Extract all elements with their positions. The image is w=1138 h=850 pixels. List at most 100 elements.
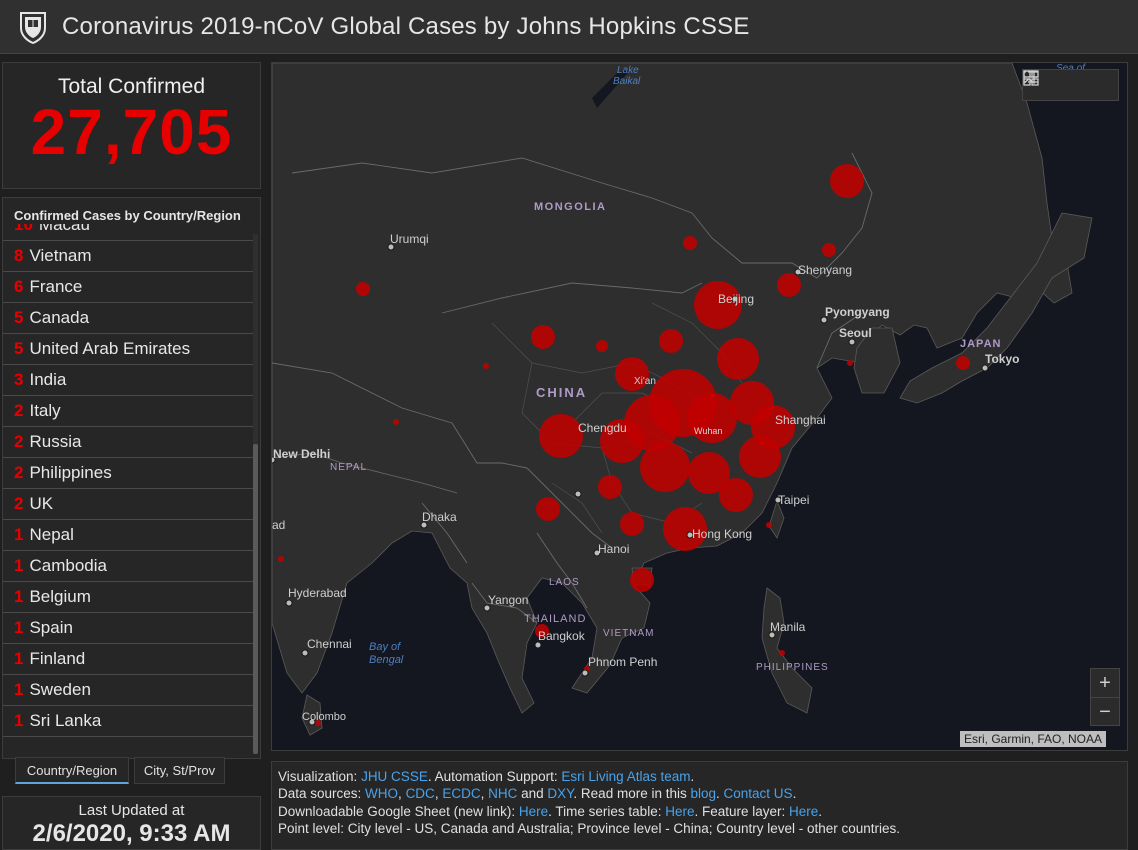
last-updated-label: Last Updated at bbox=[78, 802, 185, 819]
list-scrollbar-thumb[interactable] bbox=[253, 444, 258, 754]
case-bubble[interactable] bbox=[777, 273, 801, 297]
country-list-panel: Confirmed Cases by Country/Region 10 Maca… bbox=[2, 197, 261, 759]
list-item[interactable]: 10 Macau bbox=[3, 224, 255, 241]
country-name: France bbox=[29, 277, 83, 296]
case-count: 6 bbox=[14, 277, 24, 296]
tab-country-region[interactable]: Country/Region bbox=[15, 757, 129, 784]
country-name: United Arab Emirates bbox=[29, 339, 191, 358]
info-text: . bbox=[818, 803, 823, 819]
blog-link[interactable]: blog bbox=[690, 786, 717, 802]
jhu-csse-link[interactable]: JHU CSSE bbox=[361, 769, 428, 784]
label-manila: Manila bbox=[770, 620, 806, 634]
map-view[interactable]: Lake Baikal Sea of MONGOLIA CHINA JAPAN … bbox=[271, 62, 1128, 751]
google-sheet-link[interactable]: Here bbox=[518, 803, 549, 819]
case-bubble[interactable] bbox=[535, 624, 549, 638]
case-bubble[interactable] bbox=[717, 338, 759, 380]
list-item[interactable]: 1 Sri Lanka bbox=[3, 706, 255, 737]
list-item[interactable]: 5 United Arab Emirates bbox=[3, 334, 255, 365]
info-line-sources: Data sources: WHO, CDC, ECDC, NHC and DX… bbox=[278, 785, 1127, 802]
label-laos: LAOS bbox=[549, 577, 580, 588]
list-item[interactable]: 1 Belgium bbox=[3, 582, 255, 613]
label-new-delhi: New Delhi bbox=[273, 447, 330, 461]
tab-city-state-province[interactable]: City, St/Prov bbox=[134, 757, 225, 784]
case-bubble[interactable] bbox=[598, 475, 622, 499]
korean-peninsula bbox=[853, 327, 901, 394]
case-count: 3 bbox=[14, 370, 24, 389]
case-bubble[interactable] bbox=[531, 325, 555, 349]
case-bubble[interactable] bbox=[393, 419, 399, 425]
case-bubble[interactable] bbox=[766, 522, 772, 528]
case-bubble[interactable] bbox=[356, 282, 370, 296]
list-item[interactable]: 2 Italy bbox=[3, 396, 255, 427]
case-bubble[interactable] bbox=[315, 720, 321, 726]
info-text: Visualization: bbox=[278, 769, 362, 784]
list-item[interactable]: 2 UK bbox=[3, 489, 255, 520]
cdc-link[interactable]: CDC bbox=[405, 786, 435, 802]
case-bubble[interactable] bbox=[483, 363, 489, 369]
label-chengdu: Chengdu bbox=[578, 421, 627, 435]
list-item[interactable]: 1 Nepal bbox=[3, 520, 255, 551]
who-link[interactable]: WHO bbox=[365, 786, 399, 802]
case-bubble[interactable] bbox=[536, 497, 560, 521]
case-count: 1 bbox=[14, 587, 24, 606]
case-bubble[interactable] bbox=[822, 243, 836, 257]
case-bubble[interactable] bbox=[278, 556, 284, 562]
list-item[interactable]: 1 Spain bbox=[3, 613, 255, 644]
zoom-out-button[interactable]: − bbox=[1099, 700, 1111, 723]
case-bubble[interactable] bbox=[719, 478, 753, 512]
case-bubble[interactable] bbox=[596, 340, 608, 352]
university-shield-icon bbox=[20, 11, 46, 44]
list-item[interactable]: 1 Cambodia bbox=[3, 551, 255, 582]
list-item[interactable]: 3 India bbox=[3, 365, 255, 396]
time-series-link[interactable]: Here bbox=[665, 803, 695, 819]
case-bubble[interactable] bbox=[663, 507, 707, 551]
map-attribution: Esri, Garmin, FAO, NOAA bbox=[960, 731, 1107, 747]
info-line-point-level: Point level: City level - US, Canada and… bbox=[278, 820, 901, 836]
case-bubble[interactable] bbox=[739, 436, 781, 478]
list-item[interactable]: 6 France bbox=[3, 272, 255, 303]
list-scrollbar[interactable] bbox=[253, 234, 258, 754]
case-bubble[interactable] bbox=[539, 414, 583, 458]
case-bubble[interactable] bbox=[694, 281, 742, 329]
case-bubble[interactable] bbox=[615, 357, 649, 391]
list-item[interactable]: 8 Vietnam bbox=[3, 241, 255, 272]
label-thailand: THAILAND bbox=[524, 613, 586, 625]
info-text: Data sources: bbox=[278, 786, 366, 802]
label-pyongyang: Pyongyang bbox=[825, 305, 890, 319]
case-bubble[interactable] bbox=[688, 452, 730, 494]
info-line-visualization: Visualization: JHU CSSE. Automation Supp… bbox=[278, 768, 1127, 785]
nhc-link[interactable]: NHC bbox=[488, 786, 518, 802]
case-bubble[interactable] bbox=[779, 650, 785, 656]
country-name: Nepal bbox=[29, 525, 74, 544]
list-item[interactable]: 1 Sweden bbox=[3, 675, 255, 706]
ecdc-link[interactable]: ECDC bbox=[442, 786, 481, 802]
map-canvas[interactable]: Lake Baikal Sea of MONGOLIA CHINA JAPAN … bbox=[272, 63, 1128, 751]
dxy-link[interactable]: DXY bbox=[547, 786, 574, 802]
case-bubble[interactable] bbox=[687, 393, 737, 443]
case-bubble[interactable] bbox=[640, 442, 690, 492]
case-bubble[interactable] bbox=[847, 360, 853, 366]
list-item[interactable]: 5 Canada bbox=[3, 303, 255, 334]
country-list-scroll[interactable]: 10 Macau 8 Vietnam 6 France 5 Canada 5 United Ara… bbox=[3, 224, 255, 754]
info-text: . bbox=[716, 786, 724, 802]
label-china: CHINA bbox=[536, 385, 587, 400]
country-name: UK bbox=[29, 494, 54, 513]
list-item[interactable]: 1 Finland bbox=[3, 644, 255, 675]
esri-living-atlas-link[interactable]: Esri Living Atlas team bbox=[561, 769, 691, 784]
zoom-in-button[interactable]: + bbox=[1091, 669, 1119, 698]
case-bubble[interactable] bbox=[956, 356, 970, 370]
contact-us-link[interactable]: Contact US bbox=[723, 786, 793, 802]
label-lake: Lake bbox=[617, 65, 639, 76]
list-item[interactable]: 2 Philippines bbox=[3, 458, 255, 489]
case-bubble[interactable] bbox=[600, 419, 644, 463]
label-bengal: Bengal bbox=[369, 654, 404, 666]
map-toolbar bbox=[1022, 69, 1119, 101]
feature-layer-link[interactable]: Here bbox=[789, 803, 819, 819]
info-text: , bbox=[480, 786, 489, 802]
case-bubble[interactable] bbox=[659, 329, 683, 353]
case-bubble[interactable] bbox=[683, 236, 697, 250]
case-bubble[interactable] bbox=[830, 164, 864, 198]
case-bubble[interactable] bbox=[630, 568, 654, 592]
list-item[interactable]: 2 Russia bbox=[3, 427, 255, 458]
case-bubble[interactable] bbox=[620, 512, 644, 536]
